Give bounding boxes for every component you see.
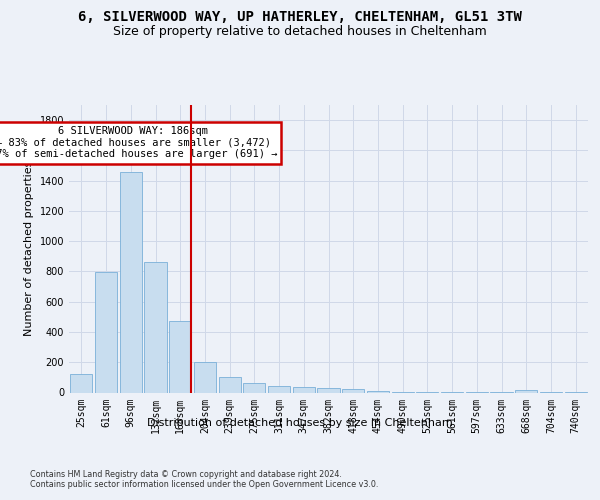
- Bar: [145, 262, 167, 392]
- Bar: [293, 387, 315, 392]
- Bar: [268, 386, 290, 392]
- Text: Distribution of detached houses by size in Cheltenham: Distribution of detached houses by size …: [147, 418, 453, 428]
- Bar: [70, 374, 92, 392]
- Y-axis label: Number of detached properties: Number of detached properties: [24, 161, 34, 336]
- Bar: [119, 172, 142, 392]
- Bar: [218, 378, 241, 392]
- Bar: [342, 389, 364, 392]
- Bar: [95, 272, 117, 392]
- Bar: [515, 390, 538, 392]
- Text: Size of property relative to detached houses in Cheltenham: Size of property relative to detached ho…: [113, 25, 487, 38]
- Text: 6 SILVERWOOD WAY: 186sqm
← 83% of detached houses are smaller (3,472)
17% of sem: 6 SILVERWOOD WAY: 186sqm ← 83% of detach…: [0, 126, 277, 160]
- Bar: [194, 362, 216, 392]
- Text: Contains HM Land Registry data © Crown copyright and database right 2024.
Contai: Contains HM Land Registry data © Crown c…: [30, 470, 379, 490]
- Bar: [169, 320, 191, 392]
- Bar: [317, 388, 340, 392]
- Text: 6, SILVERWOOD WAY, UP HATHERLEY, CHELTENHAM, GL51 3TW: 6, SILVERWOOD WAY, UP HATHERLEY, CHELTEN…: [78, 10, 522, 24]
- Bar: [243, 382, 265, 392]
